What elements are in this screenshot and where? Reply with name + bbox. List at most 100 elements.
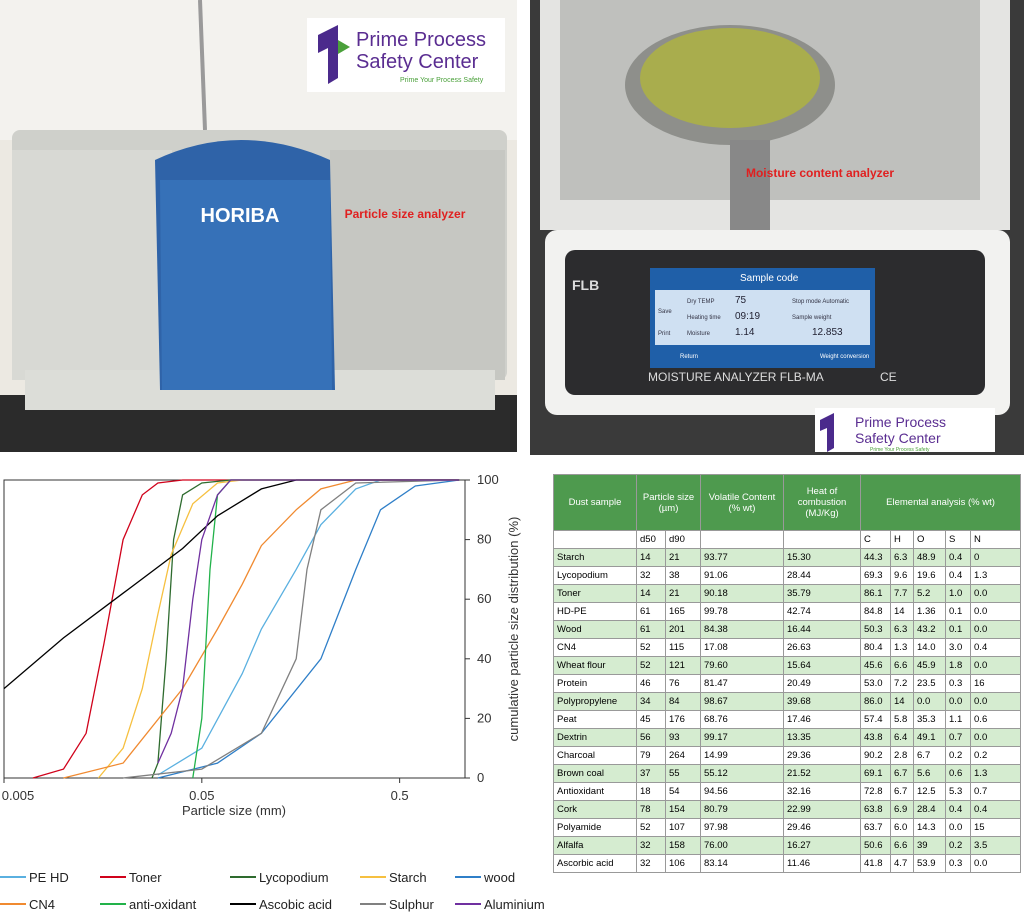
table-cell: 4.7 <box>890 854 915 873</box>
table-cell: 55.12 <box>700 764 785 783</box>
table-cell: 0.2 <box>945 746 972 765</box>
row-label: Wheat flour <box>553 656 637 675</box>
table-cell: 14.99 <box>700 746 785 765</box>
table-cell: 69.3 <box>860 566 892 585</box>
table-row: Brown coal 37 55 55.12 21.52 69.1 6.7 5.6 0.6 1.3 <box>553 764 1022 783</box>
table-cell: 14 <box>636 584 666 603</box>
table-row: Cork 78 154 80.79 22.99 63.8 6.9 28.4 0.4 0.4 <box>553 800 1022 819</box>
brand: HORIBA <box>201 205 280 227</box>
table-cell: 0.0 <box>970 602 1022 621</box>
screen-button: Print <box>658 331 671 337</box>
table-cell: 6.3 <box>890 548 915 567</box>
table-cell: 86.1 <box>860 584 892 603</box>
y-tick-label: 20 <box>477 710 491 725</box>
table-cell: 0.1 <box>945 620 972 639</box>
table-cell: 0.4 <box>945 566 972 585</box>
table-cell: 15.30 <box>783 548 862 567</box>
screen-value: 09:19 <box>735 311 760 322</box>
table-cell: 158 <box>664 836 702 855</box>
table-row: Starch 14 21 93.77 15.30 44.3 6.3 48.9 0.4 0 <box>553 548 1022 567</box>
row-label: Protein <box>553 674 637 693</box>
table-cell: 15 <box>970 818 1022 837</box>
table-cell: 0.0 <box>970 656 1022 675</box>
series-line <box>63 479 460 779</box>
table-cell: 52 <box>636 818 666 837</box>
photo-moisture-analyzer: Sample code Dry TEMP 75 Heating time 09:… <box>530 0 1024 455</box>
legend-item: Sulphur <box>360 895 434 913</box>
table-cell: 14 <box>890 602 915 621</box>
table-cell: 0.4 <box>970 800 1022 819</box>
legend-item: PE HD <box>0 868 69 886</box>
legend-label: anti-oxidant <box>129 896 197 912</box>
table-cell: 0.3 <box>945 854 972 873</box>
subheader-cell: N <box>970 530 1022 549</box>
legend-label: CN4 <box>29 896 56 912</box>
table-cell: 76 <box>664 674 702 693</box>
row-label: Cork <box>553 800 637 819</box>
table-cell: 5.3 <box>945 782 972 801</box>
legend-swatch <box>455 876 481 878</box>
y-tick-label: 100 <box>477 472 499 487</box>
table-cell: 52 <box>636 656 666 675</box>
subheader-cell: d50 <box>636 530 666 549</box>
legend-swatch <box>0 876 26 878</box>
table-cell: 43.2 <box>913 620 947 639</box>
screen-text: Heating time <box>687 315 721 321</box>
row-label: Alfalfa <box>553 836 637 855</box>
table-cell: 14 <box>890 692 915 711</box>
table-cell: 0.4 <box>970 638 1022 657</box>
table-cell: 16 <box>970 674 1022 693</box>
table-cell: 42.74 <box>783 602 862 621</box>
table-cell: 14.3 <box>913 818 947 837</box>
screen-text: Dry TEMP <box>687 299 715 305</box>
table-cell: 1.3 <box>970 566 1022 585</box>
subheader-cell: S <box>945 530 972 549</box>
table-cell: 32.16 <box>783 782 862 801</box>
table-cell: 21 <box>664 548 702 567</box>
table-row: Lycopodium 32 38 91.06 28.44 69.3 9.6 19.6 0.4 1.… <box>553 566 1022 585</box>
table-cell: 35.3 <box>913 710 947 729</box>
table-body: Starch 14 21 93.77 15.30 44.3 6.3 48.9 0.4 0 Lycop… <box>553 548 1022 873</box>
table-cell: 12.5 <box>913 782 947 801</box>
table-cell: 44.3 <box>860 548 892 567</box>
table-cell: 11.46 <box>783 854 862 873</box>
table-row: Protein 46 76 81.47 20.49 53.0 7.2 23.5 0.3 16 <box>553 674 1022 693</box>
row-label: Lycopodium <box>553 566 637 585</box>
series-line <box>151 479 460 779</box>
table-cell: 115 <box>664 638 702 657</box>
table-cell: 35.79 <box>783 584 862 603</box>
table-cell: 32 <box>636 836 666 855</box>
plot-frame <box>3 479 466 779</box>
table-cell: 28.4 <box>913 800 947 819</box>
table-row: Wheat flour 52 121 79.60 15.64 45.6 6.6 45.9 1.8… <box>553 656 1022 675</box>
row-label: Toner <box>553 584 637 603</box>
table-cell: 1.0 <box>945 584 972 603</box>
table-cell: 1.3 <box>890 638 915 657</box>
legend-item: Toner <box>100 868 162 886</box>
table-cell: 6.0 <box>890 818 915 837</box>
photo-label: Particle size analyzer <box>345 207 466 221</box>
table-cell: 52 <box>636 638 666 657</box>
photo-particle-analyzer: HORIBA Particle size analyzer Prime Proc… <box>0 0 517 452</box>
table-cell: 165 <box>664 602 702 621</box>
table-cell: 93 <box>664 728 702 747</box>
legend-label: Lycopodium <box>259 869 329 885</box>
table-cell: 45.9 <box>913 656 947 675</box>
table-cell: 201 <box>664 620 702 639</box>
y-axis-label: cumulative particle size distribution (%… <box>506 517 521 742</box>
table-cell: 79 <box>636 746 666 765</box>
table-cell: 6.7 <box>913 746 947 765</box>
legend-label: PE HD <box>29 869 69 885</box>
table-cell: 43.8 <box>860 728 892 747</box>
logo-line2: Safety Center <box>356 51 479 73</box>
table-cell: 0.7 <box>945 728 972 747</box>
table-cell: 0.0 <box>945 692 972 711</box>
table-cell: 16.27 <box>783 836 862 855</box>
table-cell: 107 <box>664 818 702 837</box>
table-cell: 3.5 <box>970 836 1022 855</box>
x-axis-label: Particle size (mm) <box>182 803 286 818</box>
table-cell: 37 <box>636 764 666 783</box>
legend-swatch <box>455 903 481 905</box>
table-cell: 1.36 <box>913 602 947 621</box>
legend-item: Starch <box>360 868 427 886</box>
